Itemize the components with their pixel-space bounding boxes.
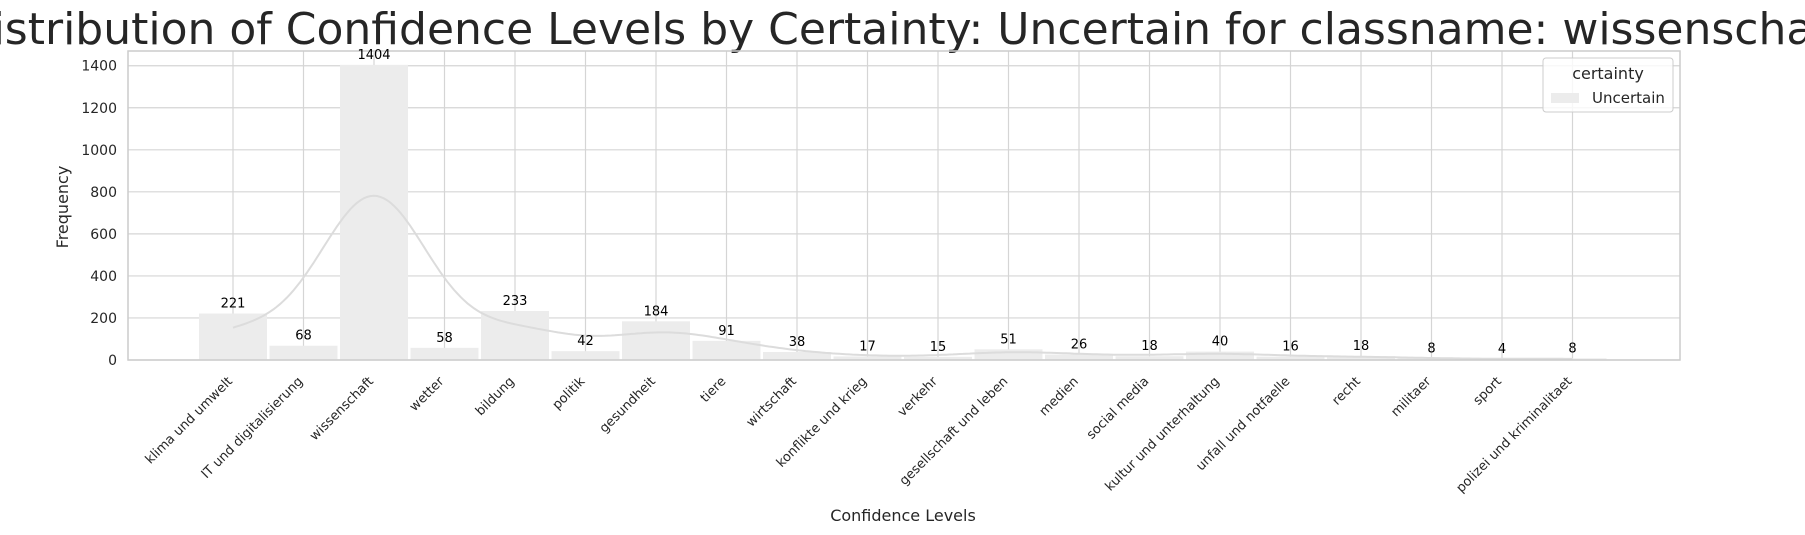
data-label: 51 (1000, 332, 1017, 347)
bar (481, 311, 549, 360)
x-tick-label: kultur und unterhaltung (1103, 374, 1223, 494)
data-label: 18 (1141, 339, 1158, 354)
bars (199, 64, 1607, 360)
data-label: 91 (718, 324, 735, 339)
x-tick-label: verkehr (895, 374, 941, 420)
x-tick-label: militaer (1388, 374, 1434, 420)
bar (1045, 354, 1113, 360)
bar (692, 340, 761, 360)
x-tick-label: politik (550, 374, 589, 413)
x-tick-label: tiere (698, 374, 730, 406)
bar (1115, 356, 1184, 360)
x-tick-label: polizei und kriminalitaet (1454, 374, 1576, 496)
y-tick-label: 400 (90, 269, 117, 285)
y-tick-label: 0 (108, 353, 117, 369)
x-tick-label: bildung (473, 374, 518, 419)
data-label: 8 (1427, 341, 1435, 356)
data-label: 42 (577, 334, 594, 349)
x-tick-label: wirtschaft (744, 374, 800, 430)
bar (551, 351, 620, 360)
y-tick-label: 1000 (81, 143, 117, 159)
data-label: 184 (644, 304, 669, 319)
y-axis-label: Frequency (53, 166, 72, 249)
bar (833, 356, 902, 360)
legend: certainty Uncertain (1542, 57, 1674, 113)
data-label: 38 (789, 335, 806, 350)
bar (340, 64, 408, 360)
legend-label: Uncertain (1592, 89, 1665, 107)
data-label: 40 (1212, 335, 1229, 350)
data-label: 8 (1568, 341, 1576, 356)
chart-title: Distribution of Confidence Levels by Cer… (0, 4, 1805, 55)
bar (622, 321, 690, 360)
data-labels: 221 68 1404 58 233 42 184 91 38 17 15 51 26 18 40 16 18 8… (221, 48, 1577, 357)
bar (410, 347, 479, 360)
bar (1327, 356, 1395, 360)
plot-frame (127, 50, 1681, 361)
bar (904, 356, 972, 360)
x-tick-label: medien (1037, 374, 1082, 419)
x-axis-label: Confidence Levels (830, 506, 976, 525)
y-tick-label: 1400 (81, 59, 117, 75)
kde-curve (232, 194, 1573, 360)
bar (199, 313, 267, 360)
data-label: 58 (436, 331, 453, 346)
data-label: 221 (221, 297, 246, 312)
data-label: 15 (930, 340, 947, 355)
bar (1256, 356, 1325, 360)
bar (269, 345, 338, 360)
x-tick-label: gesundheit (597, 374, 659, 436)
bar (763, 352, 831, 360)
data-label: 16 (1282, 340, 1299, 355)
x-tick-label: wissenschaft (307, 374, 377, 444)
data-label: 4 (1498, 342, 1506, 357)
y-tick-label: 1200 (81, 101, 117, 117)
x-tick-label: social media (1084, 374, 1152, 442)
data-label: 233 (503, 294, 528, 309)
bar (974, 349, 1043, 360)
legend-swatch (1551, 93, 1579, 103)
data-label: 17 (859, 339, 876, 354)
bar (1186, 351, 1254, 360)
data-label: 26 (1071, 338, 1088, 353)
bar (1397, 358, 1466, 360)
legend-title: certainty (1572, 64, 1644, 83)
y-tick-label: 600 (90, 227, 117, 243)
y-tick-label: 800 (90, 185, 117, 201)
y-axis-ticks: 0 200 400 600 800 1000 1200 1400 (81, 59, 117, 369)
data-label: 1404 (357, 48, 390, 63)
x-tick-label: recht (1330, 374, 1364, 408)
plot-border (127, 50, 1681, 361)
y-tick-label: 200 (90, 311, 117, 327)
x-tick-label: wetter (407, 374, 448, 415)
data-label: 68 (295, 329, 312, 344)
data-label: 18 (1353, 339, 1370, 354)
x-tick-label: sport (1471, 374, 1505, 408)
